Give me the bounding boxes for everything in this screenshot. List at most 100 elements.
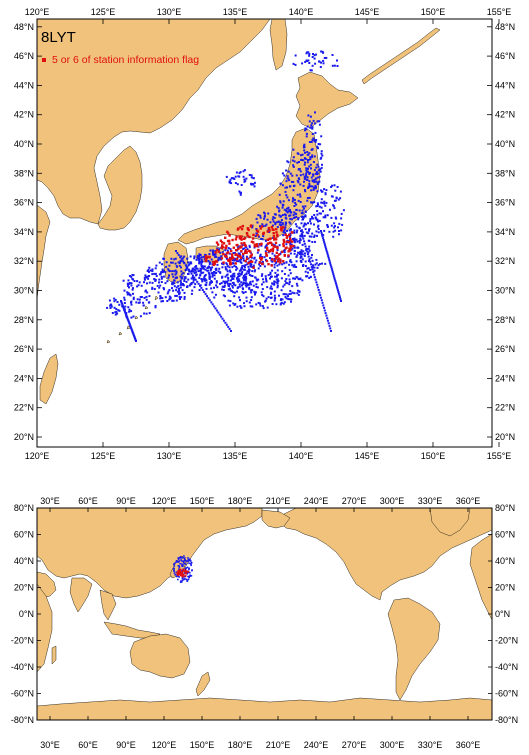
station-point <box>221 262 223 265</box>
station-point <box>317 231 320 234</box>
station-point <box>311 268 314 271</box>
station-point <box>324 262 327 265</box>
station-point <box>241 283 244 286</box>
x-tick-label: 135°E <box>223 7 248 17</box>
station-point <box>314 131 317 134</box>
station-point <box>276 264 279 267</box>
station-point <box>174 273 177 276</box>
station-point <box>139 296 142 299</box>
station-point <box>223 282 226 285</box>
x-tick-label: 240°E <box>304 496 329 506</box>
station-point <box>292 165 295 168</box>
station-point <box>138 301 141 304</box>
station-point <box>255 259 258 262</box>
station-point <box>163 288 165 291</box>
station-point <box>257 214 260 217</box>
station-point <box>159 284 162 287</box>
station-point <box>137 284 140 287</box>
station-point <box>314 111 316 114</box>
flagged-station-point <box>289 246 293 249</box>
station-point <box>293 231 296 234</box>
station-point <box>298 239 301 242</box>
y-tick-label: -80°N <box>11 715 34 725</box>
station-point <box>200 262 203 265</box>
station-point <box>284 226 287 229</box>
station-point <box>291 174 294 177</box>
station-point <box>178 557 181 559</box>
station-point <box>291 159 294 162</box>
flagged-station-point <box>225 252 229 255</box>
station-point <box>242 257 245 260</box>
station-point <box>303 144 305 147</box>
station-point <box>192 278 195 280</box>
station-point <box>204 278 207 281</box>
flagged-station-point <box>276 255 279 258</box>
station-point <box>272 216 275 219</box>
station-point <box>302 250 305 253</box>
station-point <box>199 274 202 277</box>
y-tick-label: 28°N <box>495 315 515 325</box>
station-point <box>188 576 190 579</box>
station-point <box>307 271 309 274</box>
station-point <box>208 253 211 256</box>
station-point <box>153 278 156 281</box>
station-point <box>254 235 257 238</box>
station-point <box>294 277 297 280</box>
station-point <box>179 581 182 583</box>
y-tick-label: 48°N <box>495 22 515 32</box>
station-point <box>220 255 223 258</box>
station-point <box>193 257 196 260</box>
station-point <box>320 190 323 193</box>
station-point <box>287 177 290 180</box>
station-point <box>318 168 321 171</box>
station-point <box>310 256 313 259</box>
flagged-station-point <box>239 255 242 258</box>
station-point <box>188 558 191 560</box>
flagged-station-point <box>247 228 250 232</box>
y-tick-label: 46°N <box>14 51 34 61</box>
station-point <box>186 580 188 582</box>
station-point <box>143 278 146 281</box>
station-point <box>305 249 308 252</box>
station-point <box>286 210 289 213</box>
station-point <box>276 274 278 277</box>
station-point <box>292 62 295 65</box>
station-point <box>320 50 323 53</box>
flagged-station-point <box>184 570 186 573</box>
station-point <box>276 282 279 285</box>
station-point <box>167 276 170 279</box>
station-point <box>299 174 302 177</box>
station-point <box>208 275 211 277</box>
station-point <box>180 559 182 561</box>
station-point <box>232 281 235 284</box>
station-point <box>289 211 292 214</box>
station-point <box>127 306 130 309</box>
station-point <box>336 289 339 292</box>
station-point <box>206 269 209 272</box>
station-point <box>326 319 329 322</box>
station-point <box>306 125 309 128</box>
station-point <box>243 178 246 181</box>
station-point <box>300 222 303 225</box>
station-point <box>149 269 152 272</box>
station-point <box>333 207 336 210</box>
station-point <box>313 273 316 276</box>
station-point <box>301 253 304 256</box>
station-point <box>313 140 316 142</box>
station-point <box>309 115 312 118</box>
station-point <box>292 198 295 201</box>
station-point <box>224 295 226 298</box>
station-point <box>216 263 219 266</box>
station-point <box>166 280 169 283</box>
station-point <box>264 239 267 242</box>
station-point <box>298 178 301 181</box>
station-point <box>292 216 295 219</box>
station-point <box>259 214 262 217</box>
station-point <box>311 122 314 125</box>
station-point <box>278 223 281 226</box>
station-point <box>301 153 304 156</box>
station-point <box>210 268 213 271</box>
station-point <box>210 258 213 261</box>
station-point <box>179 283 182 286</box>
station-point <box>322 234 325 237</box>
